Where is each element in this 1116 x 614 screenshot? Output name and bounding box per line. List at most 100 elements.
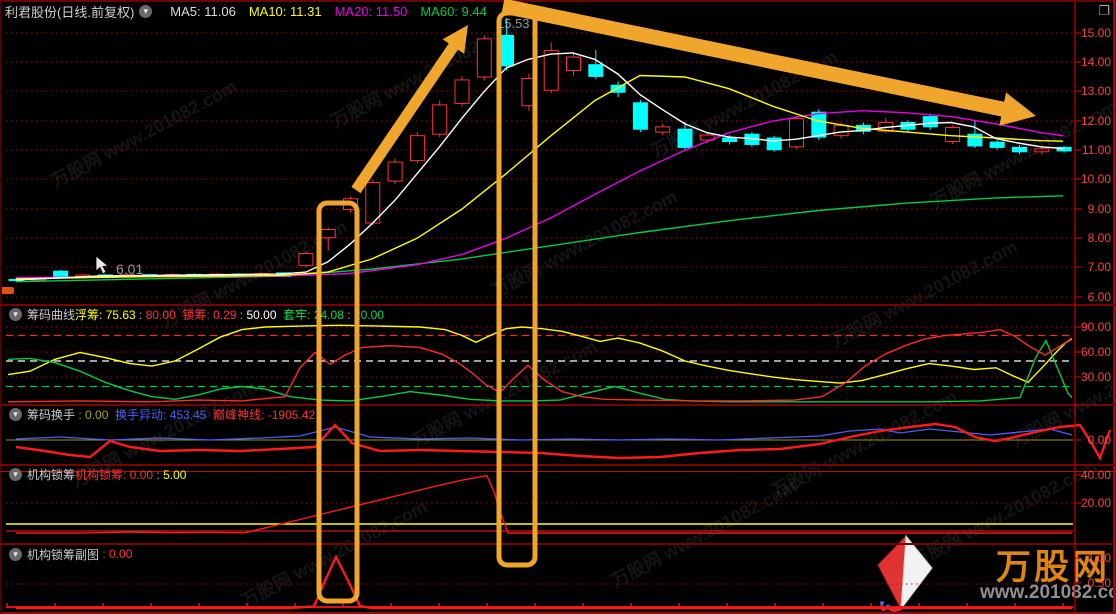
candle-body <box>789 118 804 148</box>
panel-header-chips-curve: ▾ 筹码曲线 浮筹: 75.63 : 80.00 锁筹: 0.29 : 50.0… <box>4 306 384 322</box>
ma-lines <box>15 52 1064 283</box>
candle-body <box>30 278 46 282</box>
candle-body <box>75 274 91 277</box>
candle-body <box>989 141 1005 148</box>
watermark-text: 万股网 www.201082.com <box>327 16 521 132</box>
window-border-top <box>0 0 1116 2</box>
candle-body <box>343 198 358 211</box>
panel-value-segment: 机构锁筹: 0.00 <box>75 467 154 482</box>
watermark-fragment <box>0 287 14 294</box>
panel-value-segment: : 0.00 <box>99 547 133 561</box>
panel-value-segment: : <box>236 307 247 322</box>
low-price-label: 6.01 <box>116 261 143 277</box>
panel-value-segment: 50.00 <box>246 307 277 322</box>
panel-value-segment: 巅峰神线: -1905.42 <box>206 407 316 422</box>
candles <box>8 18 1072 282</box>
candle-body <box>811 111 827 138</box>
candle-body <box>186 273 202 277</box>
candle-body <box>588 64 604 77</box>
watermark-text: 万股网 www.201082.com <box>407 336 601 452</box>
ma-label: MA20: 11.50 <box>334 4 408 19</box>
site-logo: 万股网 www.201082.com <box>868 533 1116 614</box>
panel-header-chips-turnover: ▾ 筹码换手 : 0.00 换手异动: 453.45 巅峰神线: -1905.4… <box>4 406 315 422</box>
trend-arrow <box>501 0 1036 126</box>
axis-tick-label: 11.00 <box>1082 143 1111 157</box>
candle-body <box>53 270 69 277</box>
panel-value-segment: : <box>135 307 146 322</box>
axis-tick-label: 10.00 <box>1081 172 1111 186</box>
candle-body <box>744 133 760 145</box>
panel-value-segment: 20.00 <box>353 307 384 322</box>
panel-value-segment: : <box>343 307 354 322</box>
watermark-text: 万股网 www.201082.com <box>927 96 1116 212</box>
candle-body <box>142 274 158 277</box>
panel-value-segment: 5.00 <box>163 467 187 482</box>
candle-body <box>610 84 626 93</box>
panel-values: 机构锁筹: 0.00 : 5.00 <box>75 466 186 483</box>
candle-body <box>97 274 113 277</box>
candle-body <box>922 116 938 128</box>
chevron-down-icon[interactable]: ▾ <box>139 5 153 18</box>
candle-body <box>766 137 782 151</box>
panel-value-segment: 锁筹: 0.29 <box>175 307 237 322</box>
panel-header-inst-lock: ▾ 机构锁筹 机构锁筹: 0.00 : 5.00 <box>4 466 186 482</box>
ma-label: MA5: 11.06 <box>170 4 236 19</box>
axis-tick-label: 0.00 <box>1088 433 1112 447</box>
panel-value-segment: : <box>153 467 164 482</box>
panel-divider <box>0 464 1116 466</box>
panel-zero-line <box>0 471 1116 472</box>
panel-title: 机构锁筹副图 <box>27 547 100 562</box>
candle-body <box>521 77 537 107</box>
chart-header-bar: 利君股份(日线.前复权) ▾ MA5: 11.06 MA10: 11.31 MA20… <box>5 3 487 20</box>
ma-label: MA60: 9.44 <box>420 4 487 19</box>
panel-values: : 0.00 换手异动: 453.45 巅峰神线: -1905.42 <box>75 406 315 423</box>
chevron-down-icon[interactable]: ▾ <box>9 307 22 321</box>
panel-value-segment: 80.00 <box>145 307 176 322</box>
panel-values: : 0.00 <box>99 547 132 561</box>
chevron-down-icon[interactable]: ▾ <box>9 547 22 561</box>
candle-body <box>454 79 470 104</box>
axis-tick-label: 7.00 <box>1088 260 1112 274</box>
panel-title: 筹码换手 <box>27 407 76 422</box>
candle-body <box>432 104 448 135</box>
chevron-down-icon[interactable]: ▾ <box>9 467 22 481</box>
panel-title: 筹码曲线 <box>27 307 76 322</box>
watermark-text: 万股网 www.201082.com <box>607 476 801 592</box>
candle-body <box>409 135 425 162</box>
window-border-left <box>0 0 2 614</box>
window-border-right <box>1113 0 1116 614</box>
axis-tick-label: 9.00 <box>1088 202 1112 216</box>
ma-labels: MA5: 11.06 MA10: 11.31 MA20: 11.50 MA60: 9.… <box>157 4 487 19</box>
watermark-text: 万股网 www.201082.com <box>827 236 1021 352</box>
axis-tick-label: 8.00 <box>1088 231 1112 245</box>
ma5-line <box>15 52 1064 281</box>
window-border-bottom <box>0 612 1116 614</box>
panel-values: 浮筹: 75.63 : 80.00 锁筹: 0.29 : 50.00 套牢: 2… <box>75 306 384 323</box>
watermark-text: 万股网 www.201082.com <box>237 496 431 612</box>
chevron-down-icon[interactable]: ▾ <box>9 407 22 421</box>
axis-tick-label: 20.00 <box>1081 496 1111 510</box>
inst-lock-line <box>16 474 1072 534</box>
panel-divider <box>0 543 1116 545</box>
axis-tick-label: 14.00 <box>1081 55 1111 69</box>
site-url: www.201082.com <box>980 582 1116 603</box>
candle-body <box>833 124 849 137</box>
layout-toggle-icon[interactable]: ❐ <box>1098 3 1110 18</box>
candle-body <box>878 121 894 132</box>
watermark-text: 万股网 www.201082.com <box>647 46 841 162</box>
watermark-text: 万股网 www.201082.com <box>47 76 241 192</box>
panel-header-inst-lock-sub: ▾ 机构锁筹副图 : 0.00 <box>4 546 132 562</box>
candle-body <box>8 278 24 282</box>
panel-value-segment: 换手异动: 453.45 <box>108 407 207 422</box>
candle-body <box>967 133 983 147</box>
candle-body <box>543 50 559 91</box>
panel-value-segment: 浮筹: 75.63 <box>75 307 136 322</box>
stock-title: 利君股份(日线.前复权) <box>5 5 135 20</box>
panel-value-segment: : 0.00 <box>75 407 109 422</box>
panel-divider <box>0 404 1116 406</box>
candle-body <box>900 121 916 130</box>
axis-tick-label: 60.00 <box>1081 345 1111 359</box>
candle-body <box>722 137 738 143</box>
candle-body <box>365 182 381 224</box>
